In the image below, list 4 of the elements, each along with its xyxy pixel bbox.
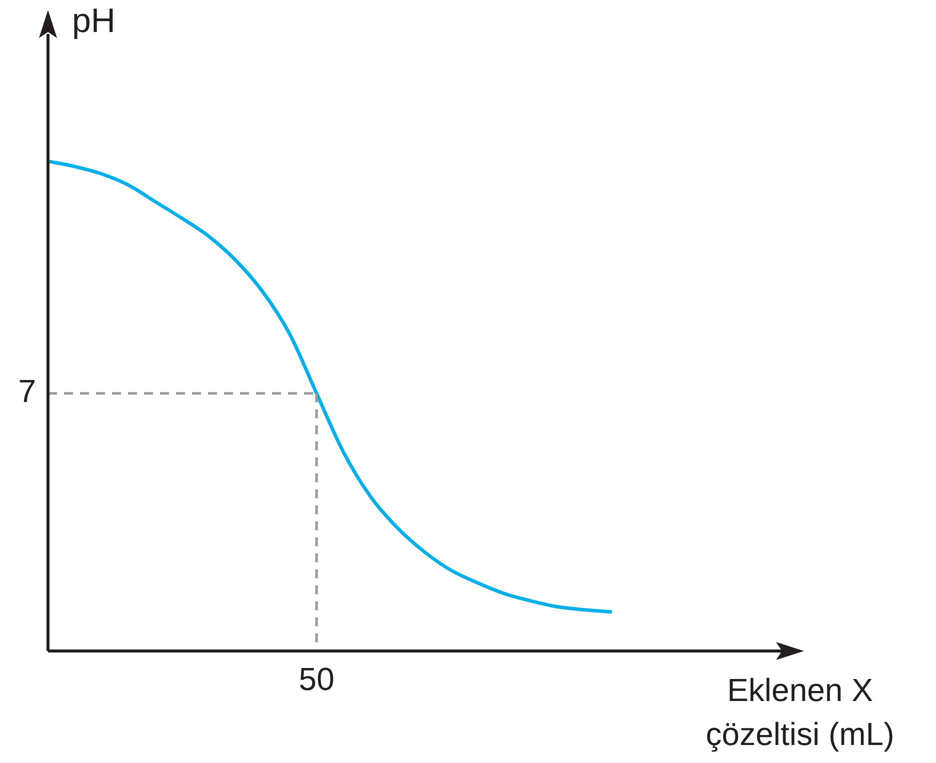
text: 50 bbox=[298, 660, 334, 697]
x-axis-title: Eklenen X çözeltisi (mL) bbox=[704, 671, 896, 754]
text: 7 bbox=[18, 373, 36, 410]
y-axis-title: pH bbox=[72, 2, 116, 41]
